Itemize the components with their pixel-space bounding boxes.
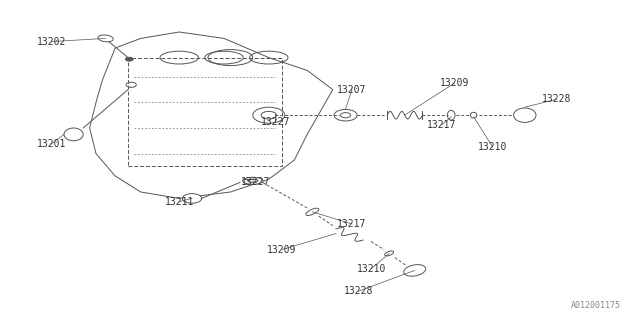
Text: 13210: 13210 [356,264,386,274]
Ellipse shape [385,251,394,256]
Text: 13209: 13209 [440,78,469,88]
Text: 13201: 13201 [36,139,66,149]
Ellipse shape [243,177,263,184]
Text: A012001175: A012001175 [571,301,621,310]
Ellipse shape [306,208,319,215]
Text: 13210: 13210 [478,142,508,152]
Text: 13217: 13217 [427,120,456,130]
Circle shape [334,109,357,121]
Ellipse shape [447,110,455,120]
Text: 13228: 13228 [344,286,373,296]
Text: 13228: 13228 [542,94,572,104]
Text: 13209: 13209 [267,244,296,255]
Text: 13211: 13211 [164,196,194,207]
Text: 13207: 13207 [337,84,367,95]
Ellipse shape [513,108,536,123]
Text: 13202: 13202 [36,36,66,47]
Text: 13227: 13227 [241,177,271,188]
Circle shape [125,57,133,61]
Ellipse shape [404,265,426,276]
Text: 13217: 13217 [337,219,367,229]
Circle shape [253,107,285,123]
Ellipse shape [470,112,477,118]
Circle shape [182,194,202,203]
Text: 13227: 13227 [260,116,290,127]
